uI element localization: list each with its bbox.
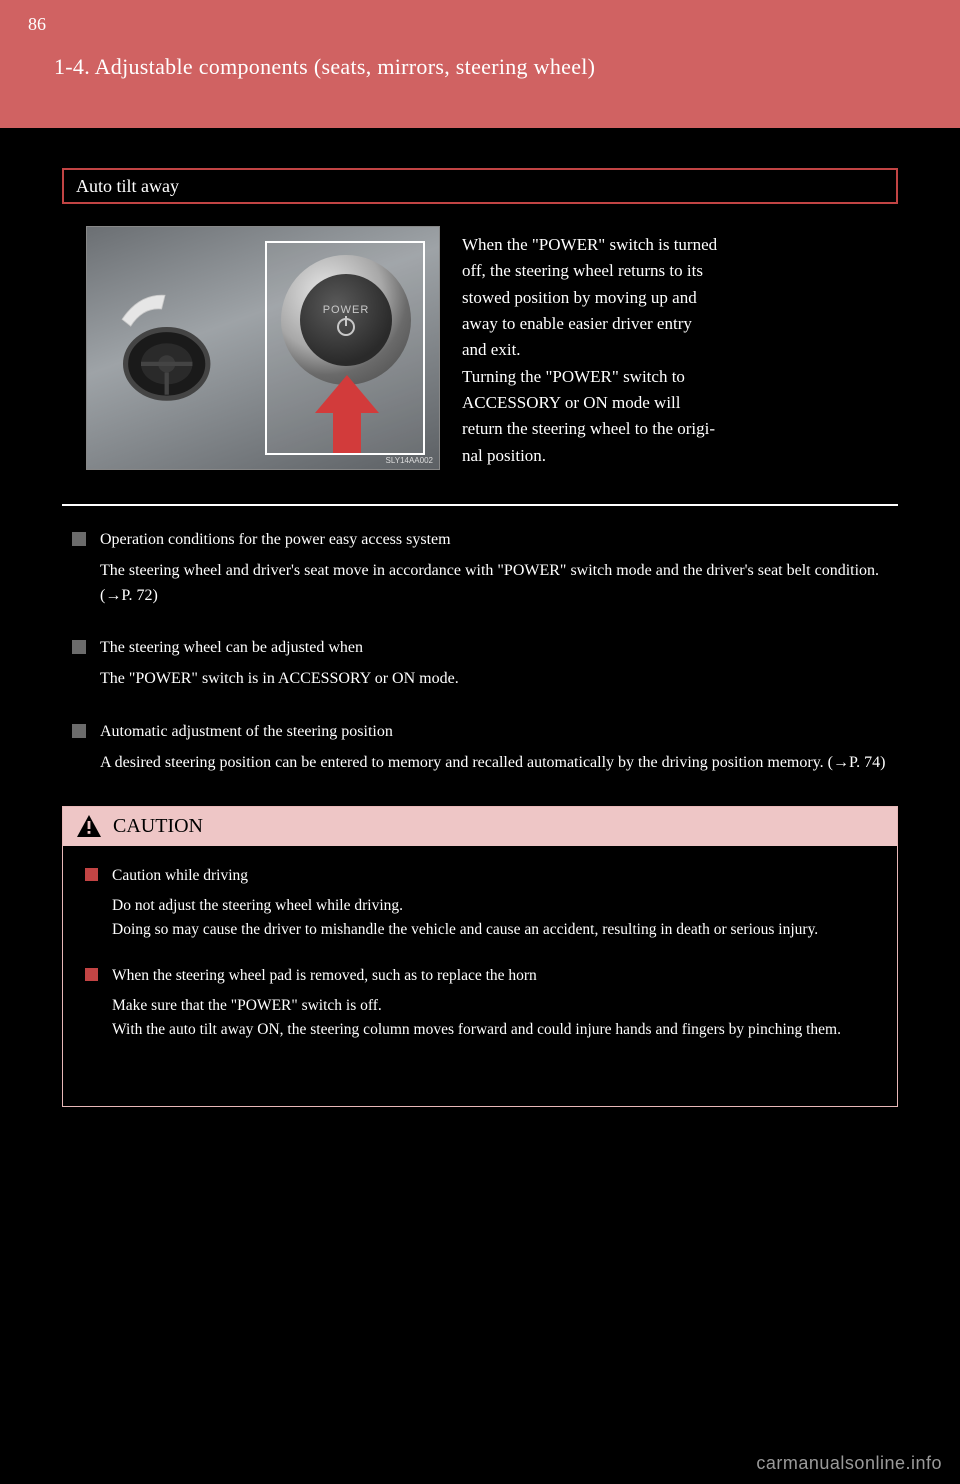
note-item: Operation conditions for the power easy … xyxy=(72,528,898,608)
fig-line: ACCESSORY or ON mode will xyxy=(462,390,898,416)
caution-item-title: When the steering wheel pad is removed, … xyxy=(112,964,875,988)
steering-wheel-icon xyxy=(105,285,225,405)
warning-triangle-icon xyxy=(77,815,101,837)
power-button-illustration: POWER xyxy=(281,255,411,385)
caution-item-body: Make sure that the "POWER" switch is off… xyxy=(112,994,875,1042)
note-body: The steering wheel can be adjusted when … xyxy=(100,636,898,692)
figure-illustration: POWER SLY14AA002 xyxy=(86,226,440,470)
up-arrow-icon xyxy=(315,375,379,453)
square-bullet-icon xyxy=(85,968,98,981)
caution-box: CAUTION Caution while driving Do not adj… xyxy=(62,806,898,1107)
section-title-bar: Auto tilt away xyxy=(62,168,898,204)
note-item: Automatic adjustment of the steering pos… xyxy=(72,720,898,776)
caution-item: When the steering wheel pad is removed, … xyxy=(85,964,875,1042)
fig-line: off, the steering wheel returns to its xyxy=(462,258,898,284)
breadcrumb: 1-4. Adjustable components (seats, mirro… xyxy=(54,54,960,80)
fig-line: stowed position by moving up and xyxy=(462,285,898,311)
caution-item: Caution while driving Do not adjust the … xyxy=(85,864,875,942)
caution-text: Caution while driving Do not adjust the … xyxy=(112,864,875,942)
note-text: A desired steering position can be enter… xyxy=(100,751,898,776)
figure-description: When the "POWER" switch is turned off, t… xyxy=(462,226,898,470)
square-bullet-icon xyxy=(85,868,98,881)
fig-line: Turning the "POWER" switch to xyxy=(462,364,898,390)
caution-header: CAUTION xyxy=(63,807,897,846)
fig-line: When the "POWER" switch is turned xyxy=(462,232,898,258)
note-title: The steering wheel can be adjusted when xyxy=(100,636,898,661)
fig-line: return the steering wheel to the origi- xyxy=(462,416,898,442)
note-text: The steering wheel and driver's seat mov… xyxy=(100,559,898,609)
caution-label: CAUTION xyxy=(113,815,203,838)
square-bullet-icon xyxy=(72,532,86,546)
power-button-inner: POWER xyxy=(300,274,392,366)
square-bullet-icon xyxy=(72,640,86,654)
divider xyxy=(62,504,898,506)
figure-code: SLY14AA002 xyxy=(386,456,433,465)
figure-row: POWER SLY14AA002 When the "POWER" switch… xyxy=(86,226,898,470)
note-text: The "POWER" switch is in ACCESSORY or ON… xyxy=(100,667,898,692)
page-header: 1-4. Adjustable components (seats, mirro… xyxy=(0,0,960,128)
square-bullet-icon xyxy=(72,724,86,738)
fig-line: and exit. xyxy=(462,337,898,363)
fig-line: away to enable easier driver entry xyxy=(462,311,898,337)
caution-text: When the steering wheel pad is removed, … xyxy=(112,964,875,1042)
caution-body: Caution while driving Do not adjust the … xyxy=(63,846,897,1106)
power-button-label: POWER xyxy=(323,304,370,316)
page-content: Auto tilt away POWER SLY14AA002 xyxy=(0,128,960,1107)
power-symbol-icon xyxy=(337,318,355,336)
section-title: Auto tilt away xyxy=(76,176,179,197)
fig-line: nal position. xyxy=(462,443,898,469)
caution-item-body: Do not adjust the steering wheel while d… xyxy=(112,894,875,942)
caution-item-title: Caution while driving xyxy=(112,864,875,888)
watermark: carmanualsonline.info xyxy=(756,1453,942,1474)
note-body: Operation conditions for the power easy … xyxy=(100,528,898,608)
note-title: Operation conditions for the power easy … xyxy=(100,528,898,553)
page-number: 86 xyxy=(28,14,46,35)
note-title: Automatic adjustment of the steering pos… xyxy=(100,720,898,745)
note-body: Automatic adjustment of the steering pos… xyxy=(100,720,898,776)
note-item: The steering wheel can be adjusted when … xyxy=(72,636,898,692)
